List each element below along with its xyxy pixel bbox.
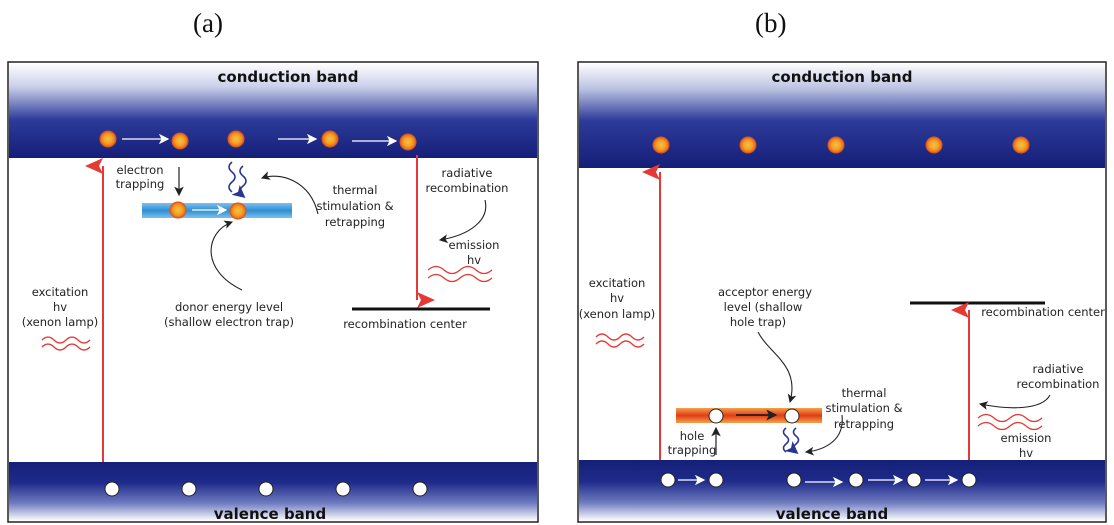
radiative-label-b-1: radiative bbox=[1033, 362, 1084, 376]
donor-label-2: (shallow electron trap) bbox=[164, 315, 294, 329]
hole-b-3 bbox=[786, 472, 802, 488]
donor-label-1: donor energy level bbox=[175, 300, 283, 314]
conduction-band-a bbox=[9, 63, 537, 158]
thermal-pointer-a bbox=[260, 171, 319, 215]
valence-band-b bbox=[579, 460, 1105, 521]
electron-b-3 bbox=[827, 136, 845, 154]
emission-label-a-1: emission bbox=[449, 238, 500, 252]
emission-wave-a bbox=[427, 265, 493, 283]
emission-label-a-2: hv bbox=[467, 253, 481, 267]
excitation-wave-b bbox=[595, 333, 645, 348]
emission-label-b-2: hv bbox=[1019, 446, 1033, 460]
electron-a-5 bbox=[399, 133, 417, 151]
radiative-label-a-2: recombination bbox=[426, 181, 509, 195]
excitation-label-a-2: hv bbox=[53, 300, 67, 314]
thermal-label-a-1: thermal bbox=[333, 183, 378, 197]
hole-b-2 bbox=[708, 472, 724, 488]
excitation-label-b-1: excitation bbox=[589, 276, 646, 290]
hole-b-4 bbox=[848, 472, 864, 488]
excitation-label-b-3: (xenon lamp) bbox=[579, 307, 656, 321]
valence-band-label-b: valence band bbox=[776, 505, 888, 523]
acceptor-label-2: level (shallow bbox=[724, 300, 803, 314]
electron-a-1 bbox=[99, 130, 117, 148]
panel-b-label: (b) bbox=[755, 8, 787, 38]
excitation-label-a-3: (xenon lamp) bbox=[22, 315, 99, 329]
radiative-pointer-b bbox=[978, 394, 1051, 410]
hole-trapping-label-1: hole bbox=[680, 429, 705, 443]
thermal-label-a-3: retrapping bbox=[325, 215, 385, 229]
thermal-label-b-1: thermal bbox=[842, 386, 887, 400]
electron-trapping-label-1: electron bbox=[117, 163, 164, 177]
hole-a-2 bbox=[181, 481, 197, 497]
excitation-wave-a bbox=[41, 336, 91, 351]
donor-electron-1 bbox=[169, 201, 187, 219]
excitation-label-a-1: excitation bbox=[32, 285, 89, 299]
radiative-pointer-a bbox=[438, 199, 487, 244]
hole-b-1 bbox=[660, 472, 676, 488]
electron-a-2 bbox=[171, 132, 189, 150]
thermal-wave-a bbox=[228, 161, 247, 199]
donor-electron-2 bbox=[229, 202, 247, 220]
hole-b-6 bbox=[961, 472, 977, 488]
thermal-wave-b bbox=[782, 427, 800, 455]
acceptor-hole-1 bbox=[708, 408, 724, 424]
hole-a-3 bbox=[258, 481, 274, 497]
hole-b-5 bbox=[906, 472, 922, 488]
donor-pointer bbox=[210, 220, 243, 291]
thermal-label-b-2: stimulation & bbox=[825, 401, 902, 415]
emission-label-b-1: emission bbox=[1001, 431, 1052, 445]
electron-a-4 bbox=[321, 130, 339, 148]
electron-b-5 bbox=[1012, 136, 1030, 154]
thermal-pointer-b bbox=[804, 414, 843, 456]
recombination-center-label-a: recombination center bbox=[343, 317, 467, 331]
hole-a-1 bbox=[104, 481, 120, 497]
acceptor-label-3: hole trap) bbox=[730, 315, 786, 329]
excitation-label-b-2: hv bbox=[610, 291, 624, 305]
acceptor-hole-2 bbox=[784, 408, 800, 424]
hole-a-4 bbox=[335, 481, 351, 497]
electron-a-3 bbox=[227, 130, 245, 148]
panel-b: conduction band valence band excitation … bbox=[577, 61, 1107, 523]
electron-b-1 bbox=[652, 136, 670, 154]
electron-b-2 bbox=[739, 136, 757, 154]
panel-a: conduction band valence band excitation … bbox=[7, 61, 539, 523]
panel-a-label: (a) bbox=[193, 8, 223, 38]
conduction-band-label-a: conduction band bbox=[218, 68, 359, 86]
conduction-band-label-b: conduction band bbox=[772, 68, 913, 86]
emission-wave-b bbox=[977, 413, 1043, 431]
recombination-center-label-b: recombination center bbox=[981, 305, 1105, 319]
acceptor-label-1: acceptor energy bbox=[718, 285, 812, 299]
thermal-label-b-3: retrapping bbox=[834, 417, 894, 431]
hole-trapping-label-2: trapping bbox=[668, 443, 717, 457]
electron-b-4 bbox=[925, 136, 943, 154]
radiative-label-b-2: recombination bbox=[1017, 377, 1100, 391]
valence-band-label-a: valence band bbox=[214, 505, 326, 523]
acceptor-pointer bbox=[757, 331, 797, 404]
thermal-label-a-2: stimulation & bbox=[316, 199, 393, 213]
radiative-label-a-1: radiative bbox=[442, 166, 493, 180]
electron-trapping-label-2: trapping bbox=[116, 177, 165, 191]
hole-a-5 bbox=[412, 481, 428, 497]
